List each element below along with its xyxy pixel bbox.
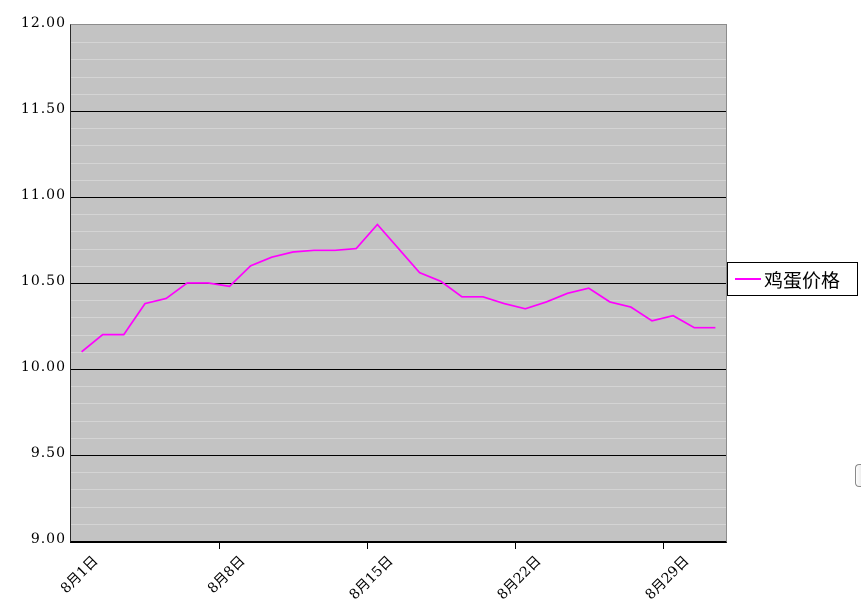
series-plot-canvas (81, 223, 716, 353)
minor-gridline (71, 352, 726, 353)
minor-gridline (71, 317, 726, 318)
minor-gridline (71, 507, 726, 508)
minor-gridline (71, 94, 726, 95)
x-axis-tick-label: 8月29日 (642, 553, 693, 604)
y-axis-tick-label: 9.00 (30, 531, 66, 547)
minor-gridline (71, 163, 726, 164)
major-gridline (71, 283, 726, 284)
x-axis-tick-label: 8月15日 (346, 553, 397, 604)
minor-gridline (71, 524, 726, 525)
y-axis-tick-label: 9.50 (30, 445, 66, 461)
minor-gridline (71, 489, 726, 490)
x-axis-tick-label: 8月22日 (494, 553, 545, 604)
x-axis-tick-label: 8月8日 (205, 553, 249, 597)
minor-gridline (71, 42, 726, 43)
minor-gridline (71, 145, 726, 146)
y-axis-tick-label: 11.00 (20, 187, 66, 203)
x-axis-tick-mark (515, 543, 516, 549)
legend-series-line-icon (735, 278, 761, 280)
y-axis-tick-label: 10.50 (20, 273, 66, 289)
minor-gridline (71, 77, 726, 78)
major-gridline (71, 369, 726, 370)
minor-gridline (71, 386, 726, 387)
major-gridline (71, 455, 726, 456)
x-axis-tick-mark (663, 543, 664, 549)
minor-gridline (71, 180, 726, 181)
legend-series-label: 鸡蛋价格 (764, 269, 841, 292)
x-axis-tick-label: 8月1日 (57, 553, 102, 597)
minor-gridline (71, 403, 726, 404)
x-axis-tick-mark (219, 543, 220, 549)
scrollbar-fragment[interactable] (855, 464, 861, 487)
minor-gridline (71, 335, 726, 336)
minor-gridline (71, 421, 726, 422)
plot-area[interactable] (70, 24, 727, 543)
minor-gridline (71, 266, 726, 267)
minor-gridline (71, 231, 726, 232)
major-gridline (71, 197, 726, 198)
y-axis-tick-label: 10.00 (20, 359, 66, 375)
legend[interactable]: 鸡蛋价格 (727, 262, 858, 296)
major-gridline (71, 111, 726, 112)
y-axis-tick-label: 11.50 (20, 101, 66, 117)
y-axis-tick-label: 12.00 (20, 15, 66, 31)
minor-gridline (71, 300, 726, 301)
minor-gridline (71, 214, 726, 215)
minor-gridline (71, 59, 726, 60)
minor-gridline (71, 438, 726, 439)
minor-gridline (71, 128, 726, 129)
minor-gridline (71, 472, 726, 473)
x-axis-tick-mark (367, 543, 368, 549)
series-line-egg-price[interactable] (81, 223, 716, 353)
